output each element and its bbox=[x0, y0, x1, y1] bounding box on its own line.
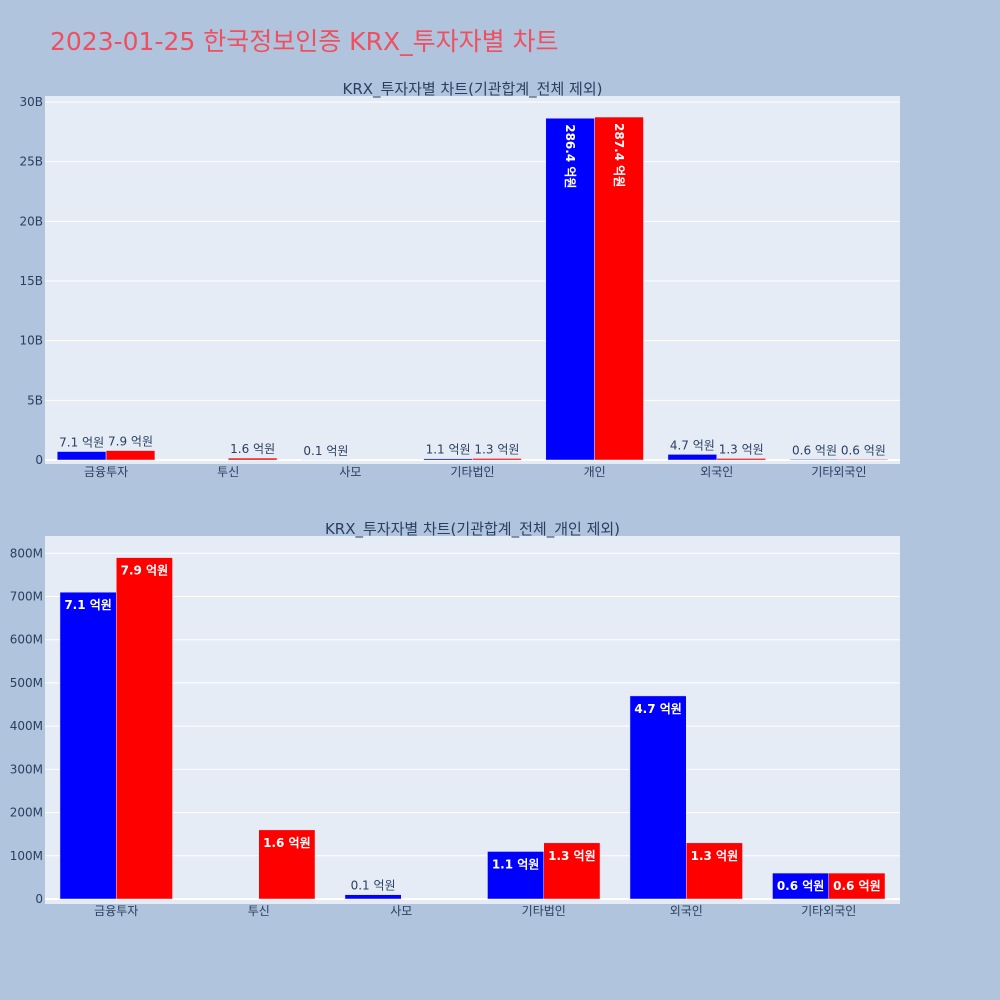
bar bbox=[789, 459, 840, 461]
data-label: 7.9 억원 bbox=[108, 435, 153, 449]
bar bbox=[227, 457, 278, 461]
bar bbox=[105, 450, 156, 461]
bar bbox=[344, 894, 402, 900]
data-label: 0.6 억원 bbox=[792, 443, 837, 457]
y-tick-label: 200M bbox=[10, 806, 43, 820]
data-label: 1.3 억원 bbox=[691, 849, 739, 863]
x-tick-label: 외국인 bbox=[670, 904, 703, 918]
data-label: 4.7 억원 bbox=[670, 438, 715, 452]
y-tick-label: 0 bbox=[35, 892, 43, 906]
data-label: 0.6 억원 bbox=[777, 879, 825, 893]
data-label: 1.3 억원 bbox=[474, 442, 519, 456]
plot-area bbox=[45, 536, 900, 904]
x-tick-label: 외국인 bbox=[700, 465, 733, 479]
y-tick-label: 30B bbox=[19, 95, 43, 109]
y-tick-label: 700M bbox=[10, 590, 43, 604]
data-label: 1.3 억원 bbox=[719, 442, 764, 456]
bar bbox=[594, 116, 644, 461]
x-tick-label: 기타법인 bbox=[522, 904, 566, 918]
y-tick-label: 0 bbox=[35, 453, 43, 467]
bar bbox=[56, 451, 107, 461]
y-tick-label: 100M bbox=[10, 849, 43, 863]
data-label: 1.6 억원 bbox=[230, 442, 275, 456]
plot-area bbox=[45, 96, 900, 464]
bar bbox=[472, 458, 522, 461]
y-tick-label: 500M bbox=[10, 676, 43, 690]
y-tick-label: 25B bbox=[19, 155, 43, 169]
x-tick-label: 사모 bbox=[390, 904, 412, 918]
chart-title: KRX_투자자별 차트(기관합계_전체_개인 제외) bbox=[325, 520, 620, 539]
data-label: 1.6 억원 bbox=[263, 836, 311, 850]
y-tick-label: 600M bbox=[10, 633, 43, 647]
data-label: 0.6 억원 bbox=[841, 443, 886, 457]
data-label: 287.4 억원 bbox=[612, 123, 626, 187]
y-tick-label: 10B bbox=[19, 334, 43, 348]
bar bbox=[545, 117, 595, 461]
bar bbox=[838, 459, 889, 461]
data-label: 1.1 억원 bbox=[492, 857, 540, 871]
x-tick-label: 사모 bbox=[339, 465, 361, 479]
chart-2: 0 100M 200M 300M 400M 500M 600M 700M 800M KRX_투자자… bbox=[10, 520, 900, 918]
x-tick-label: 기타외국인 bbox=[801, 904, 856, 918]
data-label: 4.7 억원 bbox=[634, 702, 682, 716]
data-label: 0.1 억원 bbox=[303, 444, 348, 458]
bar bbox=[772, 872, 830, 900]
chart-title: KRX_투자자별 차트(기관합계_전체 제외) bbox=[343, 80, 603, 99]
data-label: 7.1 억원 bbox=[64, 598, 112, 612]
bar bbox=[828, 872, 886, 900]
x-tick-label: 개인 bbox=[584, 465, 606, 479]
x-tick-label: 투신 bbox=[248, 904, 270, 918]
y-tick-label: 5B bbox=[27, 393, 43, 407]
page-title: 2023-01-25 한국정보인증 KRX_투자자별 차트 bbox=[50, 27, 559, 56]
x-tick-label: 금융투자 bbox=[94, 904, 138, 918]
bar bbox=[543, 842, 601, 900]
x-tick-label: 기타외국인 bbox=[811, 465, 866, 479]
bar bbox=[629, 695, 687, 900]
bar bbox=[116, 557, 173, 900]
y-tick-label: 400M bbox=[10, 719, 43, 733]
x-tick-label: 투신 bbox=[217, 465, 239, 479]
y-tick-label: 800M bbox=[10, 546, 43, 560]
bar bbox=[59, 591, 117, 900]
bar bbox=[258, 829, 316, 900]
data-label: 0.6 억원 bbox=[833, 879, 881, 893]
data-label: 7.9 억원 bbox=[121, 564, 169, 578]
bar bbox=[487, 851, 544, 900]
bar bbox=[686, 842, 743, 900]
y-tick-label: 300M bbox=[10, 762, 43, 776]
data-label: 286.4 억원 bbox=[563, 124, 577, 188]
x-tick-label: 기타법인 bbox=[450, 465, 494, 479]
bar bbox=[423, 458, 473, 461]
chart-1: 0 5B 10B 15B 20B 25B 30B KRX_투자자별 차트(기관합계_전체 제외… bbox=[19, 80, 900, 479]
data-label: 1.3 억원 bbox=[548, 849, 596, 863]
y-tick-label: 15B bbox=[19, 274, 43, 288]
bar bbox=[667, 454, 718, 461]
y-tick-label: 20B bbox=[19, 214, 43, 228]
data-label: 0.1 억원 bbox=[351, 879, 396, 893]
bar bbox=[716, 458, 766, 461]
data-label: 7.1 억원 bbox=[59, 436, 104, 450]
data-label: 1.1 억원 bbox=[426, 443, 471, 457]
x-tick-label: 금융투자 bbox=[84, 465, 128, 479]
